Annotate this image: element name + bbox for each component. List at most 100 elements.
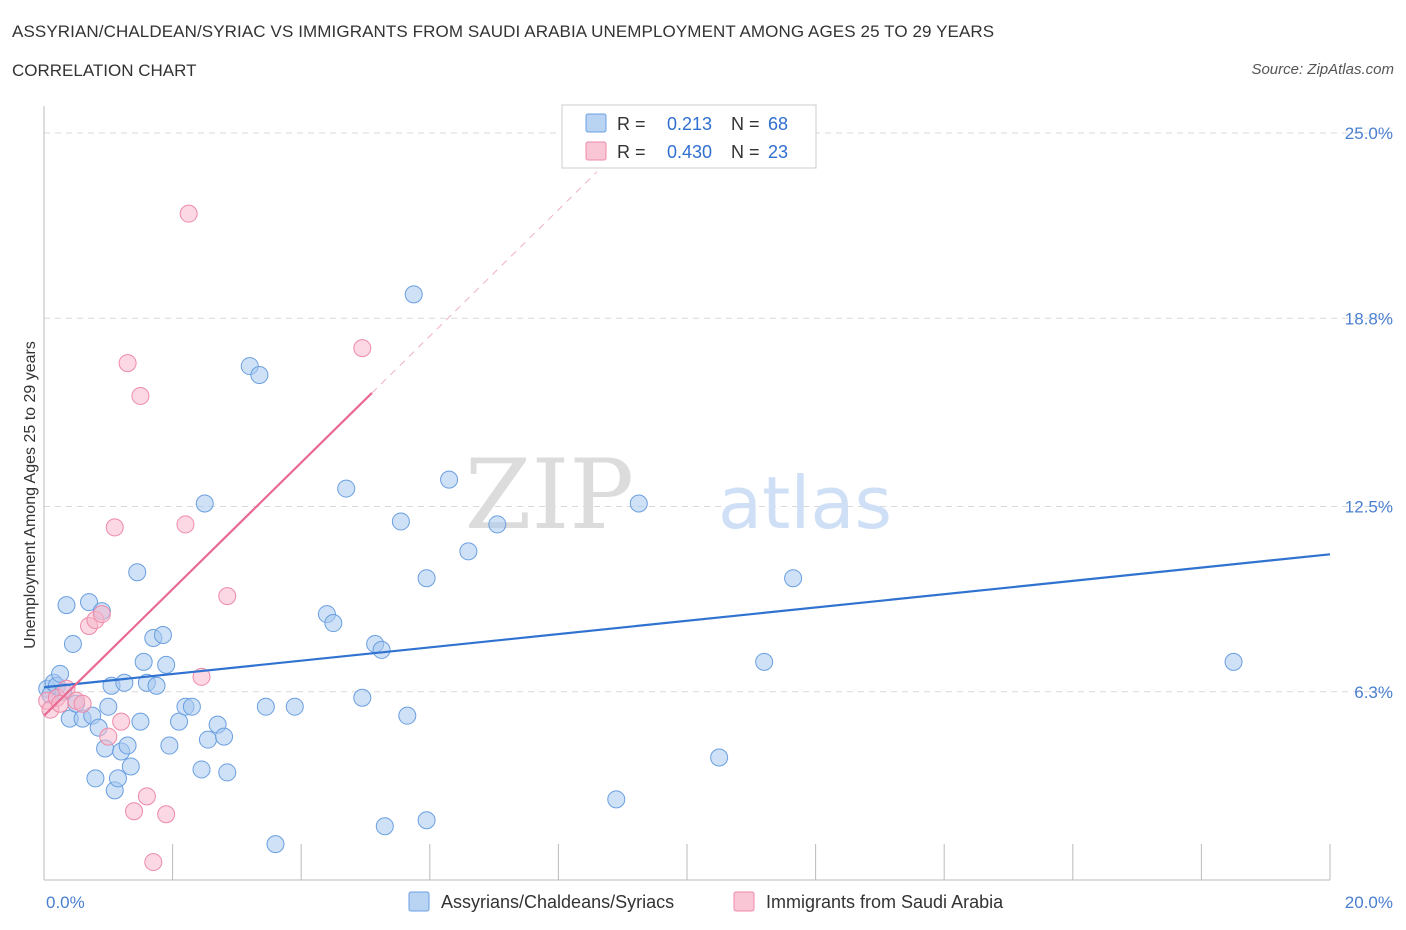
watermark: ZIP atlas: [465, 439, 892, 551]
assyrians-point: [195, 494, 214, 513]
assyrians-point: [86, 769, 105, 788]
assyrians-point: [256, 697, 275, 716]
x-tick-label: 0.0%: [46, 893, 85, 912]
saudi-point: [112, 712, 131, 731]
y-axis-label: Unemployment Among Ages 25 to 29 years: [22, 341, 39, 649]
assyrians-point: [417, 811, 436, 830]
assyrians-point: [192, 760, 211, 779]
trend-lines: [43, 171, 1331, 717]
assyrians-point: [128, 563, 147, 582]
saudi-point: [218, 587, 237, 606]
y-tick-label: 6.3%: [1354, 683, 1393, 702]
assyrians-point: [266, 835, 285, 854]
saudi-point: [353, 339, 372, 358]
assyrians-point: [629, 494, 648, 513]
legend-swatch-blue: [585, 113, 607, 133]
saudi-trend-line: [371, 171, 598, 394]
assyrians-point: [398, 706, 417, 725]
saudi-point: [137, 787, 156, 806]
legend-label-assyrians: Assyrians/Chaldeans/Syriacs: [441, 892, 674, 912]
assyrians-point: [118, 736, 137, 755]
assyrians-point: [115, 673, 134, 692]
assyrians-point: [160, 736, 179, 755]
assyrians-point: [324, 614, 343, 633]
series-legend: Assyrians/Chaldeans/Syriacs Immigrants f…: [408, 891, 1004, 912]
assyrians-point: [417, 569, 436, 588]
legend-n-label: N =: [731, 114, 760, 134]
y-tick-labels: 6.3% 12.5% 18.8% 25.0%: [1345, 124, 1393, 702]
assyrians-point: [607, 790, 626, 809]
saudi-point: [179, 204, 198, 223]
legend-n-value: 23: [768, 142, 788, 162]
assyrians-point: [182, 697, 201, 716]
legend-r-value: 0.213: [667, 114, 712, 134]
saudi-point: [131, 386, 150, 405]
data-points: [38, 204, 1243, 872]
assyrians-point: [153, 625, 172, 644]
assyrians-point: [459, 542, 478, 561]
assyrians-point: [80, 593, 99, 612]
assyrians-point: [440, 470, 459, 489]
legend-swatch-pink: [585, 141, 607, 161]
saudi-point: [92, 605, 111, 624]
saudi-point: [118, 354, 137, 373]
legend-r-value: 0.430: [667, 142, 712, 162]
y-tick-label: 25.0%: [1345, 124, 1393, 143]
assyrians-point: [63, 634, 82, 653]
assyrians-point: [391, 512, 410, 531]
assyrians-point: [375, 817, 394, 836]
chart-title: ASSYRIAN/CHALDEAN/SYRIAC VS IMMIGRANTS F…: [12, 22, 995, 41]
saudi-point: [51, 694, 70, 713]
legend-swatch-saudi: [733, 891, 755, 912]
assyrians-point: [51, 664, 70, 683]
y-tick-label: 12.5%: [1345, 498, 1393, 517]
legend-r-label: R =: [617, 114, 646, 134]
assyrians-point: [710, 748, 729, 767]
y-tick-label: 18.8%: [1345, 309, 1393, 328]
assyrians-point: [404, 285, 423, 304]
assyrians-point: [157, 655, 176, 674]
saudi-point: [125, 802, 144, 821]
assyrians-point: [337, 479, 356, 498]
assyrians-point: [1224, 652, 1243, 671]
legend-label-saudi: Immigrants from Saudi Arabia: [766, 892, 1004, 912]
saudi-point: [176, 515, 195, 534]
assyrians-point: [108, 769, 127, 788]
saudi-point: [144, 853, 163, 872]
saudi-point: [105, 518, 124, 537]
assyrians-point: [198, 730, 217, 749]
assyrians-point: [121, 757, 140, 776]
correlation-legend: R = 0.213 N = 68 R = 0.430 N = 23: [561, 104, 817, 169]
assyrians-point: [147, 676, 166, 695]
assyrians-point: [170, 712, 189, 731]
saudi-point: [73, 694, 92, 713]
legend-n-value: 68: [768, 114, 788, 134]
assyrians-point: [755, 652, 774, 671]
assyrians-trend-line: [43, 553, 1331, 689]
assyrians-point: [285, 697, 304, 716]
assyrians-point: [250, 366, 269, 385]
x-tick-label: 20.0%: [1345, 893, 1393, 912]
assyrians-point: [215, 727, 234, 746]
assyrians-point: [784, 569, 803, 588]
saudi-point: [192, 667, 211, 686]
legend-n-label: N =: [731, 142, 760, 162]
assyrians-point: [353, 688, 372, 707]
assyrians-point: [57, 596, 76, 615]
legend-swatch-assyrians: [408, 891, 430, 912]
assyrians-point: [134, 652, 153, 671]
assyrians-point: [372, 640, 391, 659]
assyrians-point: [488, 515, 507, 534]
grid-lines: [44, 132, 1390, 693]
legend-r-label: R =: [617, 142, 646, 162]
saudi-point: [157, 805, 176, 824]
watermark-zip: ZIP: [465, 439, 634, 551]
assyrians-point: [131, 712, 150, 731]
chart-subtitle: CORRELATION CHART: [12, 61, 197, 80]
axes: [43, 106, 1331, 881]
assyrians-point: [218, 763, 237, 782]
source-credit: Source: ZipAtlas.com: [1251, 61, 1394, 78]
watermark-atlas: atlas: [718, 461, 892, 545]
x-tick-labels: 0.0% 20.0%: [46, 893, 1393, 912]
